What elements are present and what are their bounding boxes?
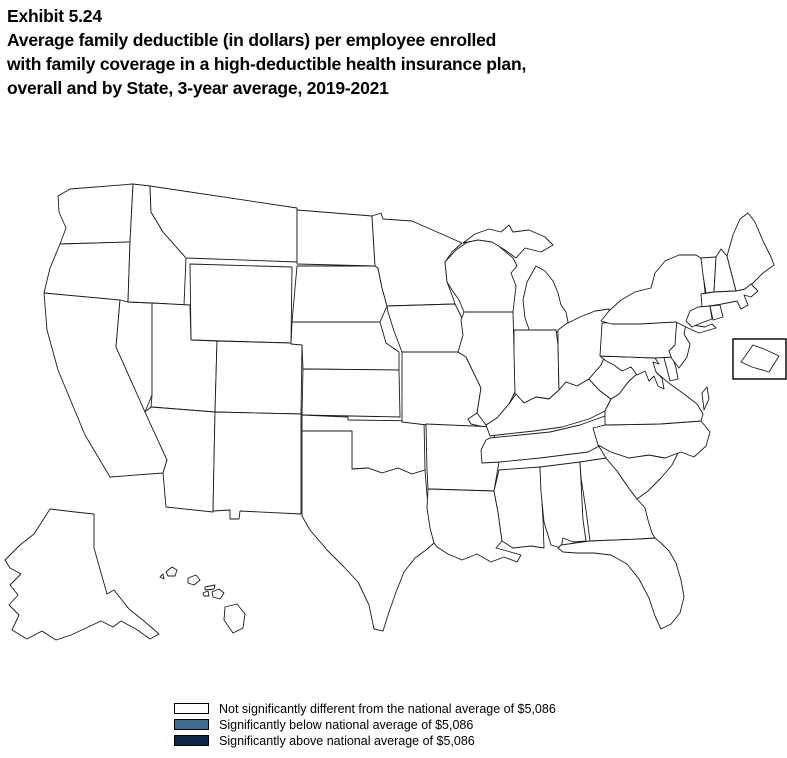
title-line-2: with family coverage in a high-deductibl…: [7, 54, 527, 74]
state-al: [539, 461, 587, 549]
legend-label-not-different: Not significantly different from the nat…: [219, 701, 556, 716]
legend-swatch-not-different: [174, 703, 209, 714]
legend-item-above: Significantly above national average of …: [174, 733, 556, 748]
state-mt: [149, 185, 298, 263]
state-nj: [668, 319, 691, 369]
state-ms: [493, 466, 545, 549]
state-me: [726, 212, 775, 293]
state-nd: [296, 209, 376, 267]
state-pa: [599, 319, 681, 359]
exhibit-number: Exhibit 5.24: [7, 6, 102, 26]
state-or: [43, 241, 131, 303]
state-ri: [709, 304, 724, 321]
state-fl: [557, 537, 685, 630]
state-dc: [740, 344, 780, 373]
legend-swatch-above: [174, 735, 209, 746]
state-md: [599, 355, 665, 390]
legend-label-below: Significantly below national average of …: [219, 717, 474, 732]
exhibit-title: Exhibit 5.24 Average family deductible (…: [7, 4, 526, 100]
legend-item-not-different: Not significantly different from the nat…: [174, 701, 556, 716]
state-nm: [212, 411, 302, 520]
state-ia: [386, 303, 466, 353]
state-wa: [57, 183, 134, 245]
state-ks: [301, 368, 401, 418]
state-hi: [159, 566, 246, 634]
state-mi: [462, 224, 569, 333]
legend-label-above: Significantly above national average of …: [219, 733, 475, 748]
legend-swatch-below: [174, 719, 209, 730]
map-legend: Not significantly different from the nat…: [174, 702, 556, 750]
state-wy: [189, 263, 293, 344]
state-sd: [291, 265, 388, 323]
state-in: [513, 329, 560, 404]
legend-item-below: Significantly below national average of …: [174, 717, 556, 732]
title-line-3: overall and by State, 3-year average, 20…: [7, 78, 389, 98]
state-ky: [485, 378, 612, 437]
state-co: [214, 340, 303, 415]
state-tx: [301, 430, 435, 632]
title-line-1: Average family deductible (in dollars) p…: [7, 30, 497, 50]
state-ne: [290, 321, 400, 371]
state-ak: [4, 508, 160, 641]
